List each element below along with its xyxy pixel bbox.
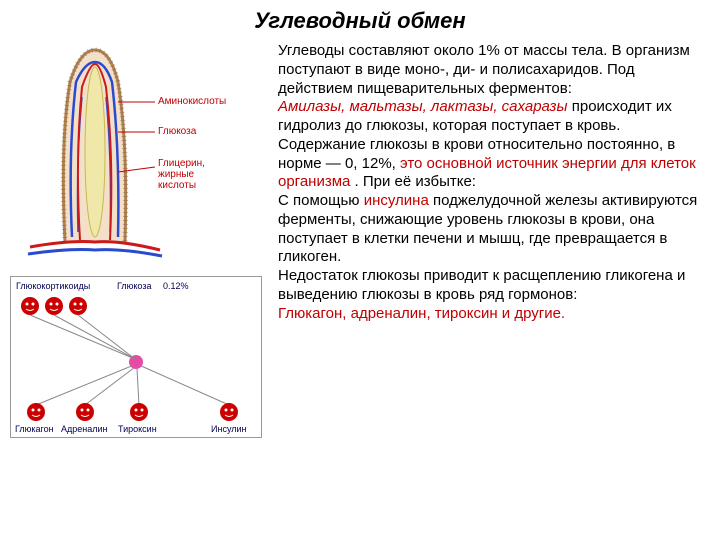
mol-glucose xyxy=(129,355,143,369)
villus-diagram: Аминокислоты Глюкоза Глицерин, жирные ки… xyxy=(10,42,260,262)
t1a: Углеводы составляют около 1% от массы те… xyxy=(278,42,690,97)
mol-bot-4 xyxy=(220,403,238,421)
mol-bot-3 xyxy=(130,403,148,421)
label-glycerin: Глицерин, жирные кислоты xyxy=(158,158,228,191)
page-title: Углеводный обмен xyxy=(0,8,720,34)
label-amino: Аминокислоты xyxy=(158,96,226,107)
hormone-diagram: Глюкокортикоиды Глюкоза 0.12% xyxy=(10,276,262,438)
t1b: Амилазы, мальтазы, лактазы, сахаразы xyxy=(278,98,568,115)
t2c: . При её избытке: xyxy=(355,173,476,190)
t3b: инсулина xyxy=(364,192,429,209)
label-bot-1: Адреналин xyxy=(61,424,108,434)
t3a: С помощью xyxy=(278,192,364,209)
mol-top-2 xyxy=(45,297,63,315)
villus-svg xyxy=(10,42,260,262)
body-paragraph: Углеводы составляют около 1% от массы те… xyxy=(278,42,708,323)
mol-bot-2 xyxy=(76,403,94,421)
mol-top-1 xyxy=(21,297,39,315)
label-glucose: Глюкоза xyxy=(158,126,196,137)
label-glucocort: Глюкокортикоиды xyxy=(16,281,90,291)
label-glucose-top: Глюкоза xyxy=(117,281,151,291)
mol-bot-1 xyxy=(27,403,45,421)
left-column: Аминокислоты Глюкоза Глицерин, жирные ки… xyxy=(10,42,260,438)
t4a: Недостаток глюкозы приводит к расщеплени… xyxy=(278,267,685,303)
label-percent: 0.12% xyxy=(163,281,189,291)
label-bot-3: Инсулин xyxy=(211,424,247,434)
t5: Глюкагон, адреналин, тироксин и другие. xyxy=(278,305,565,322)
label-bot-2: Тироксин xyxy=(118,424,157,434)
label-bot-0: Глюкагон xyxy=(15,424,54,434)
mol-top-3 xyxy=(69,297,87,315)
